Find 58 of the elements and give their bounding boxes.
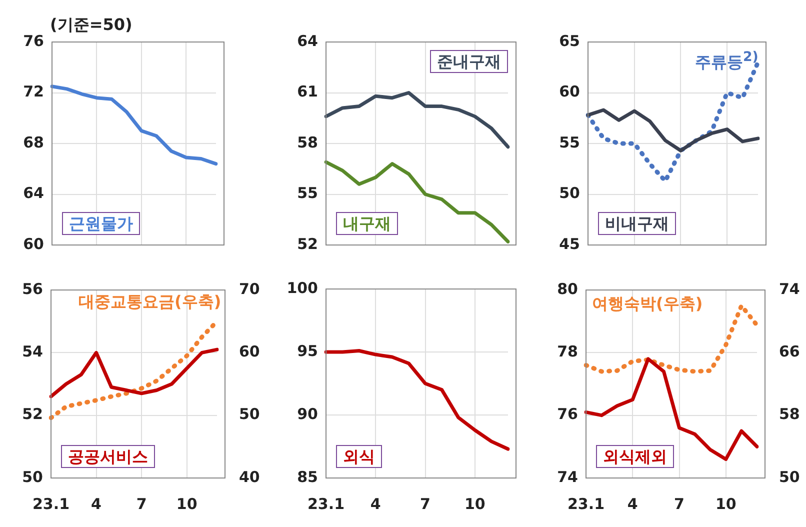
y2-tick-label: 58 <box>779 405 800 424</box>
y-tick-label: 65 <box>559 32 580 50</box>
y-tick-label: 50 <box>22 468 43 486</box>
series-label: 외식제외 <box>596 445 674 468</box>
x-tick-label: 23.1 <box>567 494 605 513</box>
y-tick-label: 76 <box>23 32 44 50</box>
y-tick-label: 64 <box>297 32 318 50</box>
y-tick-label: 74 <box>557 468 578 486</box>
y-tick-label: 90 <box>297 404 318 423</box>
x-tick-label: 23.1 <box>32 494 70 513</box>
x-tick-label: 4 <box>370 494 381 513</box>
text: (기준=50) <box>50 15 132 36</box>
y2-tick-label: 40 <box>239 468 260 486</box>
y-tick-label: 52 <box>297 234 318 253</box>
x-tick-label: 4 <box>627 494 638 513</box>
y-tick-label: 55 <box>559 133 580 152</box>
y2-tick-label: 66 <box>779 342 800 361</box>
text: 외식 <box>336 445 382 468</box>
y-tick-label: 58 <box>297 133 318 152</box>
x-tick-label: 4 <box>91 494 102 513</box>
text: 공공서비스 <box>61 445 155 468</box>
y-tick-label: 78 <box>557 342 578 361</box>
y2-tick-label: 70 <box>239 280 260 298</box>
y-tick-label: 76 <box>557 405 578 424</box>
x-tick-label: 10 <box>715 494 736 513</box>
x-tick-label: 23.1 <box>307 494 345 513</box>
y-tick-label: 54 <box>22 342 43 361</box>
x-tick-label: 7 <box>674 494 684 513</box>
x-tick-label: 7 <box>420 494 430 513</box>
text: 내구재 <box>336 212 398 236</box>
y-tick-label: 61 <box>297 82 318 101</box>
text: 비내구재 <box>598 212 676 236</box>
y-tick-label: 100 <box>286 278 318 297</box>
y-tick-label: 60 <box>23 234 44 253</box>
y2-tick-label: 50 <box>239 405 260 424</box>
y-tick-label: 56 <box>22 280 43 298</box>
y-tick-label: 52 <box>22 405 43 424</box>
series-label: 대중교통요금(우축) <box>78 292 222 312</box>
y-tick-label: 50 <box>559 184 580 202</box>
y2-tick-label: 50 <box>779 468 800 486</box>
y-tick-label: 68 <box>23 133 44 152</box>
y-tick-label: 64 <box>23 184 44 202</box>
y-tick-label: 45 <box>559 234 580 253</box>
text: 근원물가 <box>62 212 140 236</box>
x-tick-label: 7 <box>136 494 147 513</box>
series-label: 주류등$^{2)}$ <box>695 50 758 72</box>
y-tick-label: 80 <box>557 280 578 298</box>
text: 여행숙박(우축) <box>592 294 703 314</box>
x-tick-label: 10 <box>464 494 486 513</box>
y-tick-label: 72 <box>23 82 44 101</box>
y-tick-label: 55 <box>297 184 318 202</box>
y-tick-label: 60 <box>559 82 580 101</box>
y-tick-label: 85 <box>297 468 318 486</box>
y-tick-label: 95 <box>297 342 318 360</box>
y2-tick-label: 60 <box>239 342 260 361</box>
text: 준내구재 <box>430 50 508 74</box>
y2-tick-label: 74 <box>779 280 800 298</box>
x-tick-label: 10 <box>176 494 198 513</box>
